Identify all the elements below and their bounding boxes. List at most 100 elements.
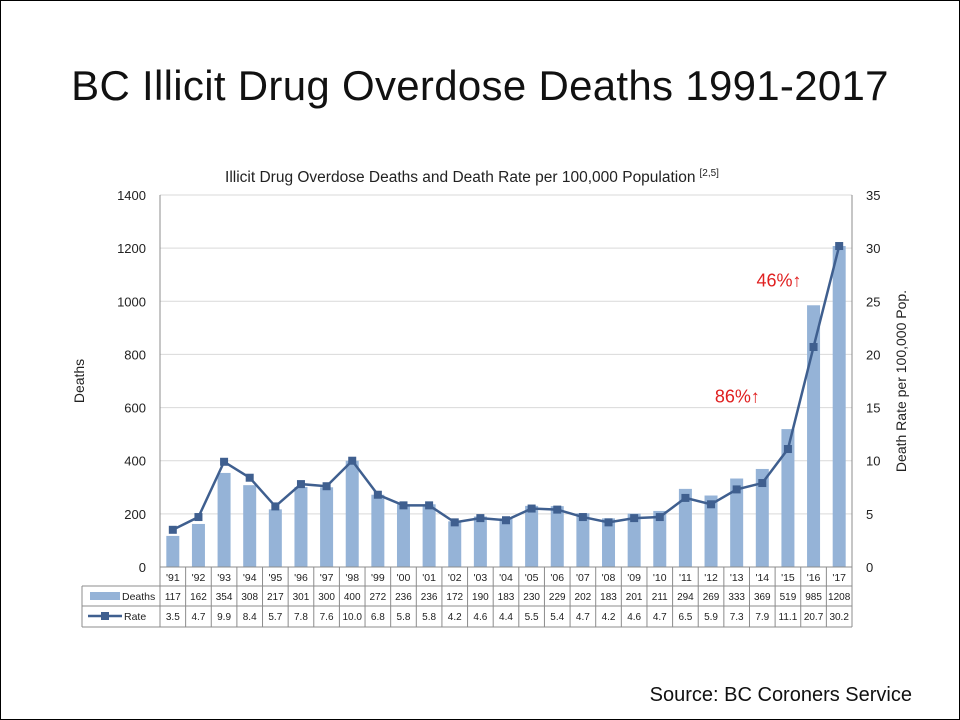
rate-marker [399, 501, 408, 510]
chart-title: Illicit Drug Overdose Deaths and Death R… [225, 168, 719, 186]
rate-marker [707, 500, 716, 509]
y2-tick-label: 0 [866, 560, 873, 575]
bar-deaths [678, 488, 692, 567]
rate-marker [373, 490, 382, 499]
x-tick-label: '99 [371, 572, 385, 584]
bar-deaths [550, 506, 564, 567]
rate-marker [809, 342, 818, 351]
y2-tick-label: 20 [866, 347, 880, 362]
bar-deaths [576, 513, 590, 567]
x-tick-label: '95 [268, 572, 282, 584]
rate-marker [527, 504, 536, 513]
bar-deaths [704, 495, 718, 567]
rate-marker [348, 456, 357, 465]
y-tick-label: 200 [124, 507, 146, 522]
rate-data-label: 4.4 [499, 612, 513, 623]
rate-data-label: 4.7 [576, 612, 590, 623]
growth-annotation: 86%↑ [715, 386, 760, 406]
y-tick-label: 400 [124, 454, 146, 469]
rate-marker [296, 480, 305, 489]
deaths-data-label: 162 [190, 592, 207, 603]
x-tick-label: '98 [345, 572, 359, 584]
deaths-data-label: 211 [652, 592, 668, 603]
rate-data-label: 4.2 [448, 612, 462, 623]
deaths-data-label: 183 [498, 592, 515, 603]
deaths-data-label: 236 [395, 592, 412, 603]
x-tick-label: '05 [525, 572, 539, 584]
bar-deaths [422, 504, 436, 567]
x-tick-label: '09 [627, 572, 641, 584]
y2-tick-label: 5 [866, 507, 873, 522]
deaths-data-label: 202 [575, 592, 592, 603]
rate-data-label: 10.0 [342, 612, 362, 623]
rate-marker [553, 505, 562, 514]
deaths-data-label: 172 [446, 592, 463, 603]
x-tick-label: '11 [679, 572, 692, 584]
deaths-data-label: 300 [318, 592, 335, 603]
rate-data-label: 20.7 [804, 612, 824, 623]
bar-deaths [807, 305, 821, 567]
bar-deaths [653, 510, 667, 567]
legend-deaths-label: Deaths [122, 591, 155, 603]
rate-data-label: 30.2 [829, 612, 849, 623]
rate-marker [245, 473, 254, 482]
x-tick-label: '02 [448, 572, 462, 584]
deaths-data-label: 354 [216, 592, 233, 603]
x-tick-label: '00 [397, 572, 411, 584]
rate-marker [322, 482, 331, 491]
rate-data-label: 5.5 [525, 612, 539, 623]
bar-deaths [320, 487, 334, 567]
x-tick-label: '01 [422, 572, 436, 584]
bar-deaths [448, 521, 462, 567]
rate-data-label: 4.7 [191, 612, 205, 623]
rate-data-label: 4.2 [602, 612, 616, 623]
y-tick-label: 600 [124, 401, 146, 416]
y2-axis-title: Death Rate per 100,000 Pop. [893, 290, 909, 472]
x-tick-label: '03 [474, 572, 488, 584]
rate-marker [783, 445, 792, 454]
x-tick-label: '12 [704, 572, 718, 584]
x-tick-label: '91 [166, 572, 180, 584]
rate-data-label: 7.9 [755, 612, 769, 623]
rate-data-label: 3.5 [166, 612, 180, 623]
x-tick-label: '94 [243, 572, 257, 584]
bar-deaths [627, 513, 641, 567]
rate-data-label: 6.5 [678, 612, 692, 623]
y-tick-label: 1000 [117, 294, 146, 309]
rate-data-label: 5.4 [550, 612, 564, 623]
x-tick-label: '93 [217, 572, 231, 584]
rate-data-label: 5.7 [268, 612, 282, 623]
x-tick-label: '16 [807, 572, 821, 584]
bar-deaths [832, 246, 846, 567]
rate-marker [630, 514, 639, 523]
bar-deaths [191, 523, 205, 567]
deaths-data-label: 985 [805, 592, 822, 603]
rate-data-label: 5.8 [422, 612, 436, 623]
bar-deaths [525, 505, 539, 567]
rate-marker [502, 516, 510, 525]
y-tick-label: 1400 [117, 188, 146, 203]
rate-marker [194, 513, 203, 522]
rate-marker [732, 485, 741, 494]
rate-marker [604, 518, 613, 527]
rate-data-label: 4.6 [473, 612, 487, 623]
deaths-data-label: 1208 [828, 592, 851, 603]
rate-marker [655, 513, 664, 522]
deaths-data-label: 519 [780, 592, 797, 603]
x-tick-label: '14 [755, 572, 769, 584]
x-tick-label: '15 [781, 572, 795, 584]
rate-marker [168, 525, 177, 534]
rate-data-label: 6.8 [371, 612, 385, 623]
bar-deaths [217, 472, 231, 567]
bar-deaths [602, 518, 616, 567]
y2-tick-label: 10 [866, 454, 880, 469]
x-tick-label: '08 [602, 572, 616, 584]
rate-data-label: 7.3 [730, 612, 744, 623]
legend-rate-marker [101, 612, 109, 620]
rate-marker [271, 502, 280, 511]
y-tick-label: 800 [124, 347, 146, 362]
bar-deaths [243, 485, 257, 567]
deaths-data-label: 230 [523, 592, 540, 603]
legend-rate-label: Rate [124, 611, 146, 623]
